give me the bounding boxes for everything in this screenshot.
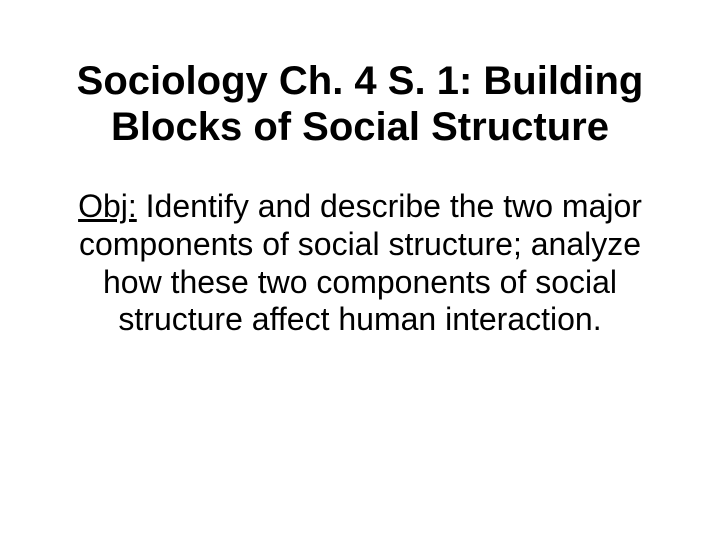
objective-text: Identify and describe the two major comp… [79, 188, 642, 337]
objective-paragraph: Obj: Identify and describe the two major… [70, 188, 650, 339]
slide-title: Sociology Ch. 4 S. 1: Building Blocks of… [50, 58, 670, 150]
objective-label: Obj: [78, 188, 137, 224]
